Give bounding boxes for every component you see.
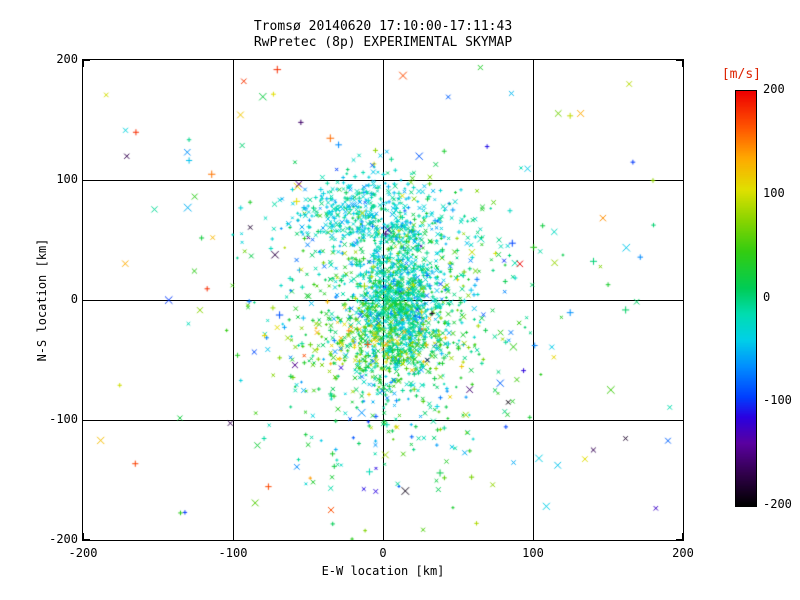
colorbar-tick-label: 0 [763, 289, 771, 304]
x-tick-mark [682, 60, 683, 67]
y-tick-label: 0 [70, 292, 78, 306]
y-tick-mark [676, 60, 683, 61]
y-tick-mark [676, 539, 683, 540]
colorbar-unit-label: [m/s] [721, 67, 761, 82]
x-tick-mark [382, 533, 384, 540]
plot-title: Tromsø 20140620 17:10:00-17:11:43 [253, 19, 513, 34]
x-tick-label: 0 [379, 546, 387, 560]
y-tick-mark [83, 419, 90, 421]
y-tick-mark [676, 419, 683, 421]
axis-tick-marks [83, 60, 683, 540]
x-tick-mark [83, 533, 84, 540]
x-tick-label: -100 [218, 546, 248, 560]
x-tick-mark [682, 533, 683, 540]
x-tick-mark [382, 60, 384, 67]
colorbar-tick-label: 200 [763, 82, 785, 96]
plot-area [82, 59, 684, 541]
x-tick-mark [83, 60, 84, 67]
y-tick-label: 200 [56, 52, 78, 66]
colorbar-tick-label: 100 [763, 185, 785, 200]
x-axis-label: E-W location [km] [321, 564, 445, 578]
x-tick-mark [532, 533, 534, 540]
plot-subtitle: RwPretec (8p) EXPERIMENTAL SKYMAP [253, 35, 513, 50]
x-tick-mark [532, 60, 534, 67]
x-tick-label: 200 [672, 546, 694, 560]
y-tick-label: -100 [49, 412, 78, 426]
y-tick-mark [83, 179, 90, 181]
y-tick-mark [676, 179, 683, 181]
colorbar-tick-label: -100 [763, 393, 792, 408]
y-tick-mark [676, 299, 683, 301]
x-tick-mark [232, 60, 234, 67]
y-tick-mark [83, 539, 90, 540]
y-tick-label: 100 [56, 172, 78, 186]
x-tick-label: -200 [68, 546, 98, 560]
y-tick-mark [83, 299, 90, 301]
x-tick-label: 100 [522, 546, 544, 560]
colorbar-tick-label: -200 [763, 497, 792, 511]
x-tick-mark [232, 533, 234, 540]
colorbar-gradient [735, 90, 757, 507]
y-tick-label: -200 [49, 532, 78, 546]
scatter-points-canvas [83, 60, 683, 540]
colorbar: [m/s] 200 100 0 -100 -200 [722, 67, 792, 511]
y-tick-mark [83, 60, 90, 61]
